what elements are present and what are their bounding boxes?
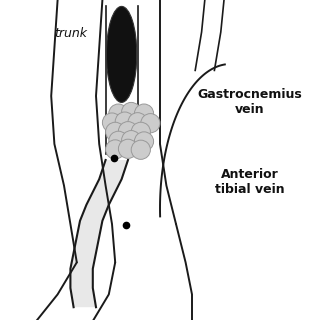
Circle shape [122,102,141,122]
Circle shape [115,112,134,131]
Polygon shape [70,160,128,307]
Ellipse shape [106,6,137,102]
Circle shape [118,139,138,158]
Circle shape [134,132,154,151]
Circle shape [106,140,125,159]
Circle shape [102,113,122,132]
Text: trunk: trunk [54,27,87,40]
Circle shape [118,122,138,141]
Text: Gastrocnemius
vein: Gastrocnemius vein [197,88,302,116]
Circle shape [134,104,154,123]
Circle shape [122,131,141,150]
Circle shape [128,113,147,132]
Text: Anterior
tibial vein: Anterior tibial vein [215,168,284,196]
Circle shape [131,140,150,159]
Circle shape [131,122,150,141]
Circle shape [106,122,125,141]
Circle shape [141,114,160,133]
Circle shape [109,131,128,150]
Circle shape [109,104,128,123]
